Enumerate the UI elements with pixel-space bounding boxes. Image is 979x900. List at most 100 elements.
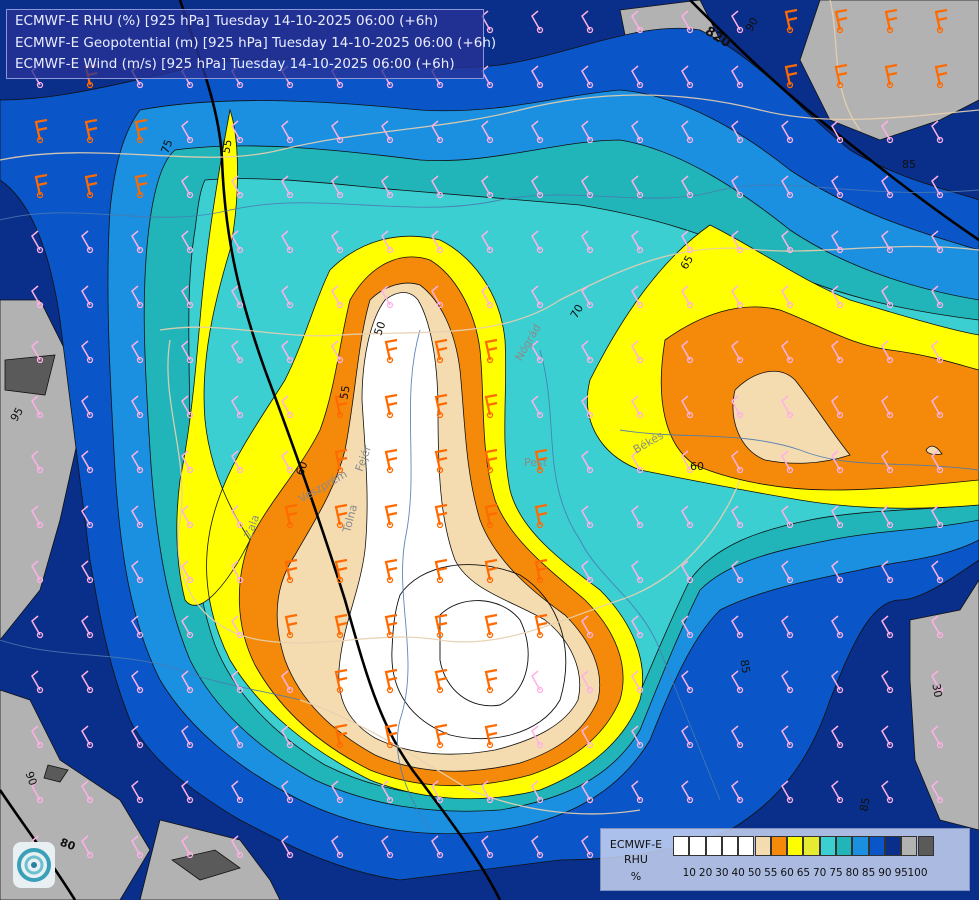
wind-barb	[31, 450, 44, 474]
wind-barb	[681, 780, 694, 804]
title-geopotential: ECMWF-E Geopotential (m) [925 hPa] Tuesd…	[15, 35, 497, 51]
wind-barb	[81, 835, 94, 859]
wind-barb	[931, 670, 944, 694]
wind-barb	[881, 395, 894, 419]
wind-barb	[531, 10, 544, 34]
wind-barb	[831, 395, 844, 419]
wind-barb	[331, 285, 344, 309]
wind-barb	[134, 173, 148, 199]
legend-tick-label: 95	[894, 867, 908, 879]
wind-barb	[434, 723, 448, 749]
wind-barb	[281, 725, 294, 749]
wind-barb	[384, 723, 398, 749]
wind-barb	[531, 285, 544, 309]
wind-barb	[731, 725, 744, 749]
wind-barb	[34, 118, 48, 144]
wind-barb	[284, 613, 298, 639]
wind-barb	[681, 65, 694, 89]
wind-barb	[931, 725, 944, 749]
wind-barb	[731, 450, 744, 474]
wind-barb	[731, 285, 744, 309]
wind-barb	[731, 780, 744, 804]
wind-barb	[784, 8, 798, 34]
wind-barb	[731, 10, 744, 34]
wind-barb	[931, 615, 944, 639]
wind-barb	[281, 175, 294, 199]
wind-barb	[934, 8, 948, 34]
wind-barb	[281, 450, 294, 474]
wind-barb	[881, 725, 894, 749]
wind-barb	[581, 560, 594, 584]
wind-barb	[281, 120, 294, 144]
wind-barb	[181, 340, 194, 364]
legend-swatch	[836, 836, 853, 856]
wind-barb	[181, 120, 194, 144]
wind-barb	[134, 118, 148, 144]
wind-barb	[831, 780, 844, 804]
wind-barb	[481, 835, 494, 859]
wind-barb	[131, 615, 144, 639]
wind-barb	[231, 615, 244, 639]
borders	[0, 0, 979, 815]
wind-barb	[681, 560, 694, 584]
wind-barb	[534, 503, 548, 529]
wind-barb	[881, 670, 894, 694]
contour-label-30: 30	[929, 682, 945, 699]
wind-barb	[384, 338, 398, 364]
wind-barb	[281, 230, 294, 254]
wind-barb	[331, 780, 344, 804]
wind-barb	[431, 780, 444, 804]
wind-barb	[231, 560, 244, 584]
wind-barb	[781, 175, 794, 199]
wind-barb	[731, 670, 744, 694]
wind-barb	[181, 560, 194, 584]
wind-barb	[631, 285, 644, 309]
contour-label-85: 85	[902, 158, 916, 171]
wind-barb	[81, 670, 94, 694]
wind-barb	[434, 503, 448, 529]
wind-barb	[231, 395, 244, 419]
legend-swatch	[901, 836, 918, 856]
wind-barb	[581, 725, 594, 749]
wind-barb	[931, 395, 944, 419]
wind-barb	[81, 725, 94, 749]
wind-barb	[534, 558, 548, 584]
wind-barb	[531, 395, 544, 419]
wind-barb	[331, 175, 344, 199]
wind-barb	[484, 668, 498, 694]
wind-barb	[131, 340, 144, 364]
wind-barb	[881, 230, 894, 254]
wind-barb	[181, 285, 194, 309]
wind-barb	[781, 615, 794, 639]
wind-barb	[284, 558, 298, 584]
wind-barb	[281, 835, 294, 859]
wind-barb	[631, 10, 644, 34]
wind-barb	[431, 285, 444, 309]
wind-barb	[881, 120, 894, 144]
wind-barb	[434, 558, 448, 584]
wind-barb	[231, 670, 244, 694]
legend-swatch	[721, 836, 739, 856]
wind-barb	[31, 560, 44, 584]
wind-barb	[781, 670, 794, 694]
wind-barb	[31, 615, 44, 639]
wind-barb	[581, 230, 594, 254]
legend-swatch	[770, 836, 788, 856]
wind-barb	[181, 395, 194, 419]
wind-barb	[81, 285, 94, 309]
legend-tick-label: 65	[796, 867, 811, 879]
logo	[13, 842, 55, 888]
legend-tick-label: 55	[764, 867, 778, 879]
wind-barb	[384, 668, 398, 694]
wind-barb	[484, 613, 498, 639]
wind-barb	[831, 560, 844, 584]
wind-barb	[631, 450, 644, 474]
wind-barb	[381, 835, 394, 859]
wind-barb	[131, 780, 144, 804]
wind-barb	[131, 395, 144, 419]
wind-barb	[131, 560, 144, 584]
wind-barb	[681, 450, 694, 474]
wind-barb	[331, 120, 344, 144]
title-box: ECMWF-E RHU (%) [925 hPa] Tuesday 14-10-…	[6, 9, 496, 79]
